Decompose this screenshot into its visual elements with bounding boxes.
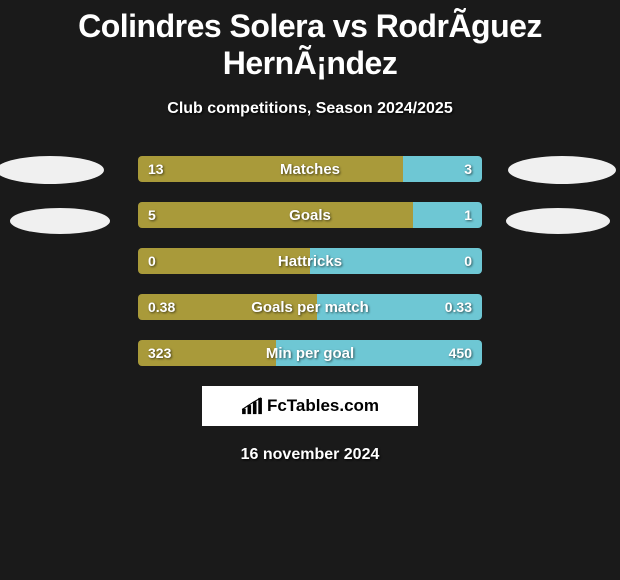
stat-row: Matches133 bbox=[138, 156, 482, 182]
player-left-badges bbox=[0, 156, 116, 258]
stat-bar-left bbox=[138, 248, 310, 274]
player-right-badges bbox=[504, 156, 620, 258]
stat-row: Min per goal323450 bbox=[138, 340, 482, 366]
stat-row: Goals per match0.380.33 bbox=[138, 294, 482, 320]
stat-bar-left bbox=[138, 202, 413, 228]
stats-section: Matches133 Goals51 Hattricks00 Goals per ma… bbox=[0, 156, 620, 366]
stat-bar-right bbox=[413, 202, 482, 228]
logo-text: FcTables.com bbox=[267, 396, 379, 416]
club-badge-oval bbox=[506, 208, 610, 234]
bar-chart-icon bbox=[241, 397, 263, 415]
club-badge-oval bbox=[10, 208, 110, 234]
club-badge-oval bbox=[508, 156, 616, 184]
club-badge-oval bbox=[0, 156, 104, 184]
stat-bar-left bbox=[138, 294, 317, 320]
stat-bars: Matches133 Goals51 Hattricks00 Goals per ma… bbox=[138, 156, 482, 366]
stat-bar-left bbox=[138, 156, 403, 182]
page-title: Colindres Solera vs RodrÃ­guez HernÃ¡nde… bbox=[0, 0, 620, 82]
season-subtitle: Club competitions, Season 2024/2025 bbox=[0, 100, 620, 118]
date-caption: 16 november 2024 bbox=[0, 446, 620, 464]
stat-bar-right bbox=[310, 248, 482, 274]
stat-bar-right bbox=[403, 156, 482, 182]
stat-row: Hattricks00 bbox=[138, 248, 482, 274]
stat-row: Goals51 bbox=[138, 202, 482, 228]
stat-bar-right bbox=[276, 340, 482, 366]
stat-bar-right bbox=[317, 294, 482, 320]
stat-bar-left bbox=[138, 340, 276, 366]
fctables-logo[interactable]: FcTables.com bbox=[202, 386, 418, 426]
